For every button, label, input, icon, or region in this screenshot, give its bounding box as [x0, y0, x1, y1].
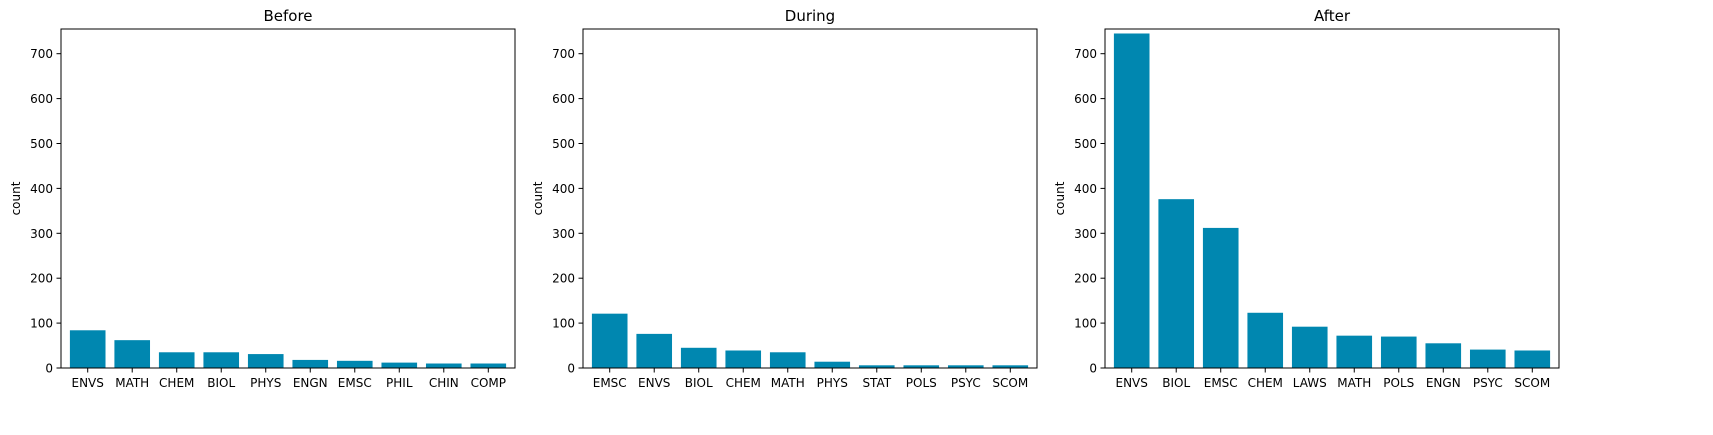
x-tick-label: PSYC	[1473, 376, 1503, 390]
y-tick-label: 300	[30, 227, 53, 241]
x-tick-label: BIOL	[1162, 376, 1190, 390]
bar-math	[1336, 335, 1373, 368]
x-tick-label: EMSC	[593, 376, 627, 390]
bar-chem	[725, 350, 762, 368]
bar-scom	[992, 365, 1029, 368]
bar-engn	[292, 359, 329, 368]
x-tick-label: CHEM	[159, 376, 194, 390]
y-tick-label: 500	[30, 137, 53, 151]
x-tick-label: ENVS	[1116, 376, 1148, 390]
x-tick-label: ENVS	[72, 376, 104, 390]
chart-panel-before: 0 100 200 300 400 500 600 700 ENVS MATH CHEM BIOL PH…	[9, 7, 516, 390]
bar-biol	[680, 347, 717, 368]
bar-pols	[903, 365, 940, 368]
y-tick-label: 700	[552, 47, 575, 61]
y-tick-label: 0	[1089, 362, 1097, 376]
bar-math	[769, 352, 806, 368]
x-tick-label: PHIL	[386, 376, 413, 390]
y-tick-label: 100	[30, 317, 53, 331]
x-tick-label: CHIN	[429, 376, 459, 390]
bar-biol	[1158, 199, 1195, 368]
axes-frame	[1104, 28, 1560, 369]
x-tick-label: STAT	[862, 376, 891, 390]
y-tick-label: 600	[1074, 92, 1097, 106]
chart-title: After	[1314, 7, 1351, 25]
y-axis-label: count	[9, 181, 23, 215]
axes-frame	[582, 28, 1038, 369]
y-tick-label: 500	[1074, 137, 1097, 151]
x-tick-label: EMSC	[338, 376, 372, 390]
y-tick-label: 700	[30, 47, 53, 61]
y-tick-label: 200	[1074, 272, 1097, 286]
y-tick-label: 400	[1074, 182, 1097, 196]
x-tick-label: ENGN	[293, 376, 328, 390]
bar-biol	[203, 352, 240, 368]
x-tick-label: PHYS	[250, 376, 281, 390]
bar-scom	[1514, 350, 1551, 368]
x-tick-label: SCOM	[992, 376, 1028, 390]
bar-psyc	[1469, 349, 1506, 368]
y-tick-label: 300	[552, 227, 575, 241]
y-tick-label: 400	[30, 182, 53, 196]
x-tick-label: PHYS	[817, 376, 848, 390]
bar-envs	[1113, 33, 1150, 369]
x-tick-label: ENVS	[638, 376, 670, 390]
chart-title: Before	[263, 7, 312, 25]
bar-pols	[1380, 336, 1417, 368]
bar-engn	[1425, 343, 1462, 368]
bar-chin	[425, 363, 462, 368]
x-tick-label: EMSC	[1204, 376, 1238, 390]
x-tick-label: COMP	[471, 376, 506, 390]
y-tick-label: 0	[567, 362, 575, 376]
bar-stat	[858, 365, 895, 368]
bar-chem	[158, 352, 195, 368]
bar-emsc	[1202, 227, 1239, 368]
x-tick-label: BIOL	[685, 376, 713, 390]
bar-phys	[247, 354, 284, 368]
y-tick-label: 100	[552, 317, 575, 331]
chart-panel-after: 0 100 200 300 400 500 600 700 ENVS BIOL EMSC CHEM LA…	[1053, 7, 1560, 390]
chart-panel-during: 0 100 200 300 400 500 600 700 EMSC ENVS BIOL CHEM MA…	[531, 7, 1038, 390]
y-tick-label: 400	[552, 182, 575, 196]
y-tick-label: 600	[552, 92, 575, 106]
y-tick-label: 200	[552, 272, 575, 286]
x-tick-label: CHEM	[1248, 376, 1283, 390]
x-tick-label: MATH	[115, 376, 149, 390]
x-tick-label: LAWS	[1293, 376, 1327, 390]
x-tick-label: CHEM	[726, 376, 761, 390]
x-tick-label: MATH	[1337, 376, 1371, 390]
y-tick-label: 0	[45, 362, 53, 376]
bar-comp	[470, 363, 507, 368]
y-tick-label: 500	[552, 137, 575, 151]
bar-laws	[1291, 326, 1328, 368]
x-tick-label: POLS	[1383, 376, 1414, 390]
bar-math	[114, 340, 151, 368]
axes-frame	[60, 28, 516, 369]
y-tick-label: 100	[1074, 317, 1097, 331]
bar-envs	[636, 333, 673, 368]
y-axis-label: count	[531, 181, 545, 215]
y-tick-label: 600	[30, 92, 53, 106]
chart-title: During	[785, 7, 835, 25]
bar-envs	[69, 330, 106, 368]
bar-phys	[814, 361, 851, 368]
y-tick-label: 300	[1074, 227, 1097, 241]
bar-emsc	[336, 360, 373, 368]
x-tick-label: SCOM	[1514, 376, 1550, 390]
bar-emsc	[591, 313, 628, 368]
x-tick-label: POLS	[906, 376, 937, 390]
y-tick-label: 200	[30, 272, 53, 286]
x-tick-label: MATH	[771, 376, 805, 390]
bar-chem	[1247, 312, 1284, 368]
y-axis-label: count	[1053, 181, 1067, 215]
x-tick-label: BIOL	[207, 376, 235, 390]
y-tick-label: 700	[1074, 47, 1097, 61]
bar-phil	[381, 362, 418, 368]
bar-psyc	[947, 365, 984, 368]
x-tick-label: ENGN	[1426, 376, 1461, 390]
x-tick-label: PSYC	[951, 376, 981, 390]
